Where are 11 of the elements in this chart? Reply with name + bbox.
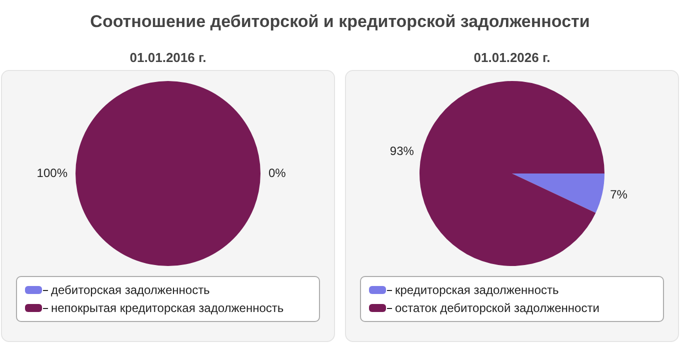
data-label: 7% [610,188,628,202]
chart-subtitle: 01.01.2026 г. [472,49,552,67]
text: 0% [268,166,286,180]
data-label: 93% [390,144,414,158]
chart-title: Соотношение дебиторской и кредиторской задолженности [89,11,591,33]
chart-subtitle: 01.01.2016 г. [128,49,208,67]
legend-label: кредиторская задолженность [395,283,559,297]
legend-label: остаток дебиторской задолженности [395,301,600,315]
legend-label: непокрытая кредиторская задолженность [51,301,284,315]
data-label: 100% [36,166,68,180]
legend-label: дебиторская задолженность [51,283,210,297]
